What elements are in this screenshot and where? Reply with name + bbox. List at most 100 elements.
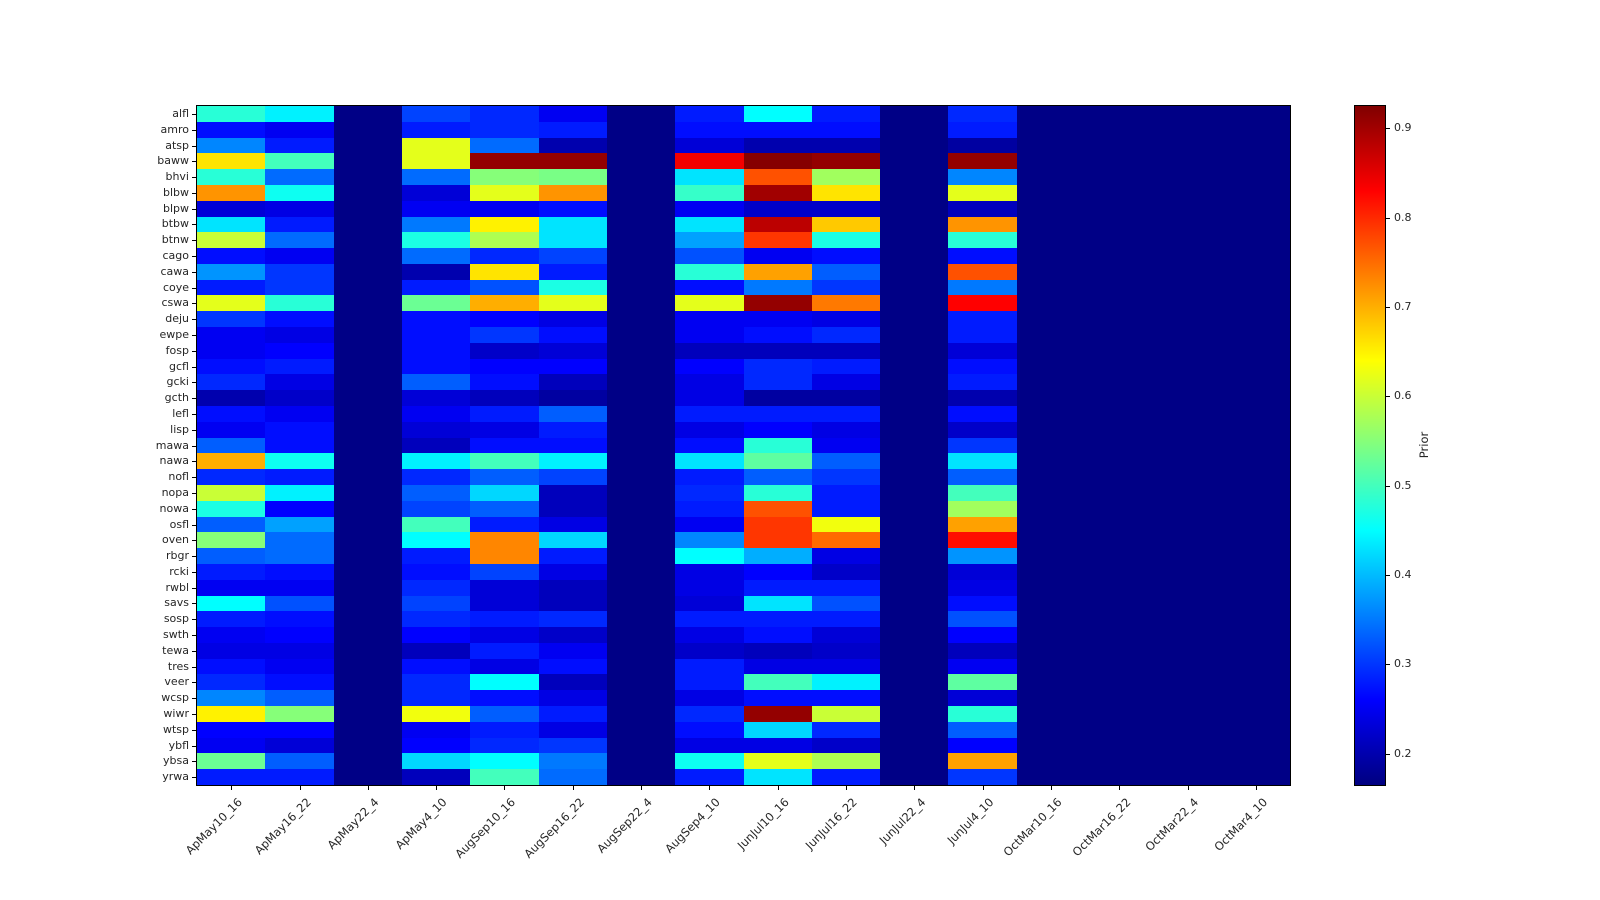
heatmap-cell: [1085, 737, 1154, 754]
heatmap-cell: [811, 548, 881, 564]
heatmap-cell: [1016, 737, 1086, 754]
heatmap-cell: [811, 327, 881, 343]
heatmap-cell: [470, 216, 539, 233]
y-tick-mark: [192, 319, 196, 321]
heatmap-cell: [1085, 627, 1154, 643]
heatmap-cell: [948, 706, 1017, 722]
y-tick-mark: [192, 113, 196, 115]
heatmap-cell: [880, 137, 949, 154]
heatmap-cell: [948, 579, 1017, 596]
x-tick-mark: [1187, 786, 1189, 790]
heatmap-cell: [1085, 658, 1154, 675]
heatmap-cell: [606, 563, 676, 580]
heatmap-cell: [333, 153, 402, 170]
y-tick-label: mawa: [155, 438, 189, 452]
heatmap-cell: [1221, 184, 1290, 201]
heatmap-cell: [811, 437, 881, 454]
y-tick-label: tewa: [162, 643, 189, 657]
heatmap-cell: [401, 248, 471, 264]
heatmap-cell: [743, 232, 812, 249]
heatmap-cell: [606, 169, 676, 185]
heatmap-cell: [675, 753, 744, 770]
heatmap-cell: [1016, 374, 1086, 391]
heatmap-cell: [811, 137, 881, 154]
heatmap-cell: [197, 453, 266, 470]
x-tick-mark: [777, 786, 779, 790]
heatmap-cell: [743, 500, 812, 517]
heatmap-cell: [538, 453, 607, 470]
heatmap-cell: [606, 769, 676, 785]
colorbar-tick-mark: [1386, 396, 1390, 398]
heatmap-cell: [1016, 184, 1086, 201]
heatmap-cell: [606, 232, 676, 249]
heatmap-cell: [880, 532, 949, 549]
heatmap-cell: [333, 200, 402, 217]
heatmap-cell: [197, 295, 266, 312]
heatmap-cell: [470, 421, 539, 438]
heatmap-cell: [1085, 769, 1154, 785]
heatmap-cell: [811, 106, 881, 122]
y-tick-mark: [192, 366, 196, 368]
heatmap-cell: [470, 406, 539, 422]
heatmap-cell: [470, 121, 539, 138]
y-tick-label: btbw: [161, 217, 189, 231]
heatmap-cell: [811, 406, 881, 422]
heatmap-cell: [1016, 642, 1086, 659]
heatmap-cell: [1016, 611, 1086, 628]
heatmap-cell: [265, 263, 334, 280]
heatmap-cell: [811, 232, 881, 249]
heatmap-cell: [811, 453, 881, 470]
y-tick-mark: [192, 524, 196, 526]
heatmap-cell: [333, 690, 402, 707]
heatmap-cell: [197, 611, 266, 628]
heatmap-cell: [606, 753, 676, 770]
heatmap-cell: [470, 358, 539, 375]
heatmap-cell: [333, 279, 402, 296]
heatmap-cell: [1016, 342, 1086, 359]
heatmap-cell: [1153, 437, 1222, 454]
heatmap-cell: [333, 232, 402, 249]
heatmap-cell: [1153, 263, 1222, 280]
heatmap-cell: [538, 263, 607, 280]
heatmap-cell: [1221, 706, 1290, 722]
heatmap-cell: [675, 595, 744, 612]
heatmap-cell: [811, 184, 881, 201]
heatmap-cell: [197, 721, 266, 738]
heatmap-cell: [1085, 121, 1154, 138]
heatmap-cell: [880, 579, 949, 596]
heatmap-cell: [1221, 642, 1290, 659]
heatmap-cell: [1153, 737, 1222, 754]
heatmap-cell: [401, 579, 471, 596]
heatmap-cell: [948, 769, 1017, 785]
heatmap-cell: [675, 153, 744, 170]
heatmap-cell: [675, 563, 744, 580]
heatmap-cell: [265, 169, 334, 185]
y-tick-label: rwbl: [165, 580, 189, 594]
heatmap-cell: [1221, 137, 1290, 154]
heatmap-cell: [197, 184, 266, 201]
heatmap-cell: [880, 200, 949, 217]
heatmap-cell: [743, 169, 812, 185]
heatmap-cell: [1153, 658, 1222, 675]
heatmap-cell: [743, 421, 812, 438]
heatmap-cell: [333, 484, 402, 501]
heatmap-cell: [1221, 295, 1290, 312]
heatmap-cell: [265, 184, 334, 201]
heatmap-cell: [265, 358, 334, 375]
heatmap-cell: [538, 563, 607, 580]
y-tick-label: ewpe: [159, 328, 189, 341]
heatmap-cell: [880, 753, 949, 770]
heatmap-cell: [1016, 548, 1086, 564]
heatmap-cell: [606, 184, 676, 201]
heatmap-cell: [265, 469, 334, 485]
heatmap-cell: [538, 153, 607, 170]
heatmap-cell: [811, 153, 881, 170]
heatmap-cell: [333, 674, 402, 691]
heatmap-cell: [333, 263, 402, 280]
heatmap-cell: [197, 548, 266, 564]
heatmap-cell: [401, 516, 471, 533]
heatmap-cell: [401, 674, 471, 691]
heatmap-cell: [333, 769, 402, 785]
heatmap-cell: [743, 342, 812, 359]
heatmap-cell: [1085, 327, 1154, 343]
